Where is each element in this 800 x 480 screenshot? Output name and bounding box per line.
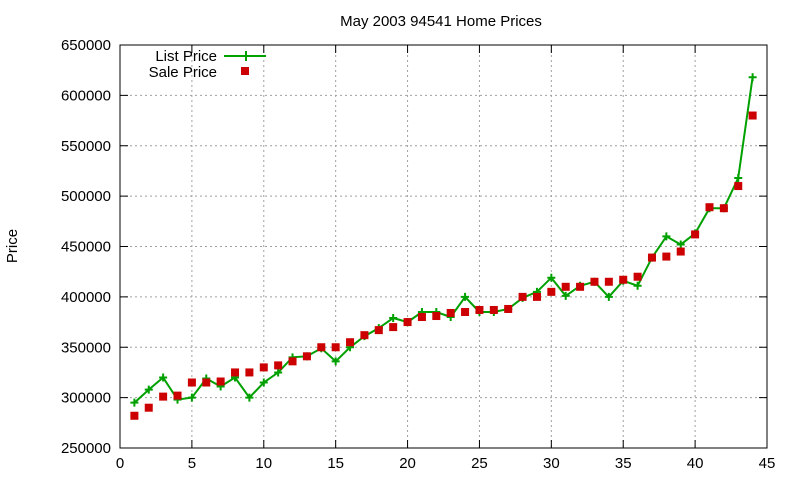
list-price-point (259, 378, 268, 387)
list-price-point (389, 314, 398, 323)
list-price-point (144, 385, 153, 394)
list-price-point (547, 273, 556, 282)
x-tick-label: 30 (543, 455, 560, 472)
sale-price-point (259, 363, 268, 372)
y-tick-label: 300000 (61, 390, 111, 407)
sale-price-point (302, 352, 311, 361)
sale-price-point (662, 252, 671, 261)
sale-price-point (532, 292, 541, 301)
sale-price-point (173, 391, 182, 400)
x-tick-label: 40 (687, 455, 704, 472)
list-price-point (245, 393, 254, 402)
sale-price-point (461, 307, 470, 316)
sale-price-point (202, 378, 211, 387)
sale-price-point (475, 305, 484, 314)
sale-price-point (734, 182, 743, 191)
sale-price-point (489, 305, 498, 314)
y-tick-label: 650000 (61, 37, 111, 54)
sale-price-point (432, 312, 441, 321)
sale-price-point (374, 326, 383, 335)
list-price-point (461, 292, 470, 301)
sale-price-point (547, 287, 556, 296)
y-tick-label: 500000 (61, 188, 111, 205)
sale-price-point (691, 230, 700, 239)
sale-price-point (719, 204, 728, 213)
sale-price-point (231, 368, 240, 377)
y-tick-label: 250000 (61, 440, 111, 457)
sale-price-point (748, 111, 757, 120)
sale-price-point (317, 343, 326, 352)
sale-price-point (159, 392, 168, 401)
list-price-point (633, 281, 642, 290)
sale-price-point (346, 338, 355, 347)
x-tick-label: 10 (255, 455, 272, 472)
sale-price-point (705, 203, 714, 212)
sale-price-point (274, 361, 283, 370)
sale-price-point (518, 292, 527, 301)
sale-price-point (590, 277, 599, 286)
sale-price-point (647, 253, 656, 262)
list-price-point (748, 73, 757, 82)
legend-label-sale-price: Sale Price (149, 64, 217, 81)
sale-price-point (561, 282, 570, 291)
sale-price-point (417, 313, 426, 322)
list-price-point (604, 292, 613, 301)
sale-price-point (633, 272, 642, 281)
y-axis-label: Price (4, 229, 21, 263)
sale-price-point (676, 247, 685, 256)
list-price-point (734, 173, 743, 182)
x-tick-label: 25 (471, 455, 488, 472)
list-price-point (187, 393, 196, 402)
list-price-point (331, 357, 340, 366)
sale-price-point (389, 323, 398, 332)
y-tick-label: 400000 (61, 289, 111, 306)
legend-marker-sale-price (241, 67, 249, 75)
legend: List Price Sale Price (149, 48, 266, 81)
chart-title: May 2003 94541 Home Prices (340, 13, 542, 30)
sale-price-point (576, 282, 585, 291)
sale-price-point (604, 277, 613, 286)
series-layer (130, 73, 757, 420)
x-tick-label: 35 (615, 455, 632, 472)
sale-price-point (245, 368, 254, 377)
legend-label-list-price: List Price (155, 48, 217, 65)
x-tick-label: 15 (327, 455, 344, 472)
sale-price-point (216, 377, 225, 386)
series-line-list-price (133, 77, 754, 404)
list-price-point (159, 373, 168, 382)
sale-price-point (288, 357, 297, 366)
sale-price-point (144, 403, 153, 412)
legend-marker-list-price (241, 51, 251, 61)
y-tick-label: 450000 (61, 239, 111, 256)
sale-price-point (130, 411, 139, 420)
list-price-point (274, 368, 283, 377)
list-price-point (561, 291, 570, 300)
x-tick-label: 0 (116, 455, 124, 472)
list-price-point (662, 232, 671, 241)
y-tick-label: 600000 (61, 87, 111, 104)
sale-price-point (360, 331, 369, 340)
sale-price-point (187, 378, 196, 387)
x-tick-label: 45 (759, 455, 776, 472)
sale-price-point (504, 304, 513, 313)
y-tick-label: 350000 (61, 339, 111, 356)
sale-price-point (331, 343, 340, 352)
sale-price-point (446, 308, 455, 317)
x-tick-label: 20 (399, 455, 416, 472)
sale-price-point (619, 275, 628, 284)
list-price-point (130, 398, 139, 407)
ticks: 250000 300000 350000 400000 450000 500000 5500… (61, 37, 775, 472)
list-price-point (676, 240, 685, 249)
sale-price-point (403, 318, 412, 327)
y-tick-label: 550000 (61, 138, 111, 155)
x-tick-label: 5 (188, 455, 196, 472)
